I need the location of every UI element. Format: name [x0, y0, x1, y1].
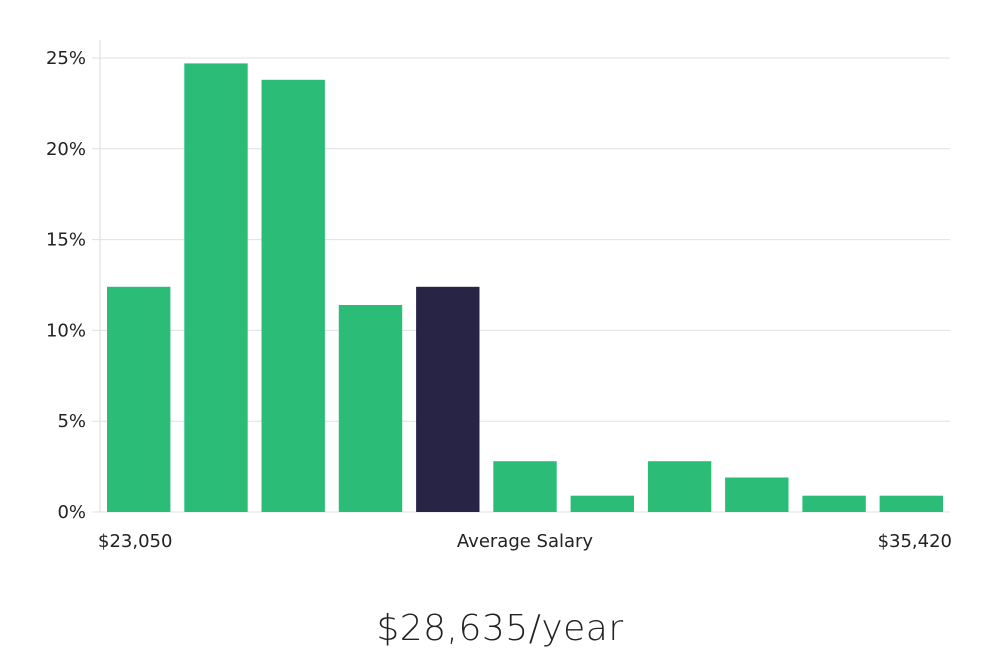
bar-6: [493, 461, 557, 512]
y-axis-ticks: 0% 5% 10% 15% 20% 25%: [46, 48, 86, 523]
bar-average-salary: [416, 286, 480, 512]
average-salary-value: $28,635/year: [376, 608, 624, 649]
bar-7: [570, 495, 634, 512]
x-max-label: $35,420: [878, 531, 952, 552]
bar-1: [107, 286, 171, 512]
bar-9: [725, 477, 789, 512]
bar-10: [802, 495, 866, 512]
bar-3: [261, 79, 325, 513]
y-tick-label: 15%: [46, 230, 86, 251]
y-tick-label: 5%: [57, 411, 86, 432]
salary-histogram: 0%5%10%15%20%25% $23,050 Average Salary …: [46, 40, 952, 552]
bar-4: [338, 305, 403, 512]
y-tick-label: 25%: [46, 48, 86, 69]
x-axis-title: Average Salary: [457, 531, 594, 552]
y-tick-label: 10%: [46, 320, 86, 341]
bars: [107, 63, 943, 513]
bar-2: [184, 63, 248, 513]
bar-8: [647, 461, 712, 512]
x-min-label: $23,050: [98, 531, 172, 552]
y-tick-label: 0%: [57, 502, 86, 523]
bar-11: [879, 495, 943, 512]
y-tick-label: 20%: [46, 139, 86, 160]
